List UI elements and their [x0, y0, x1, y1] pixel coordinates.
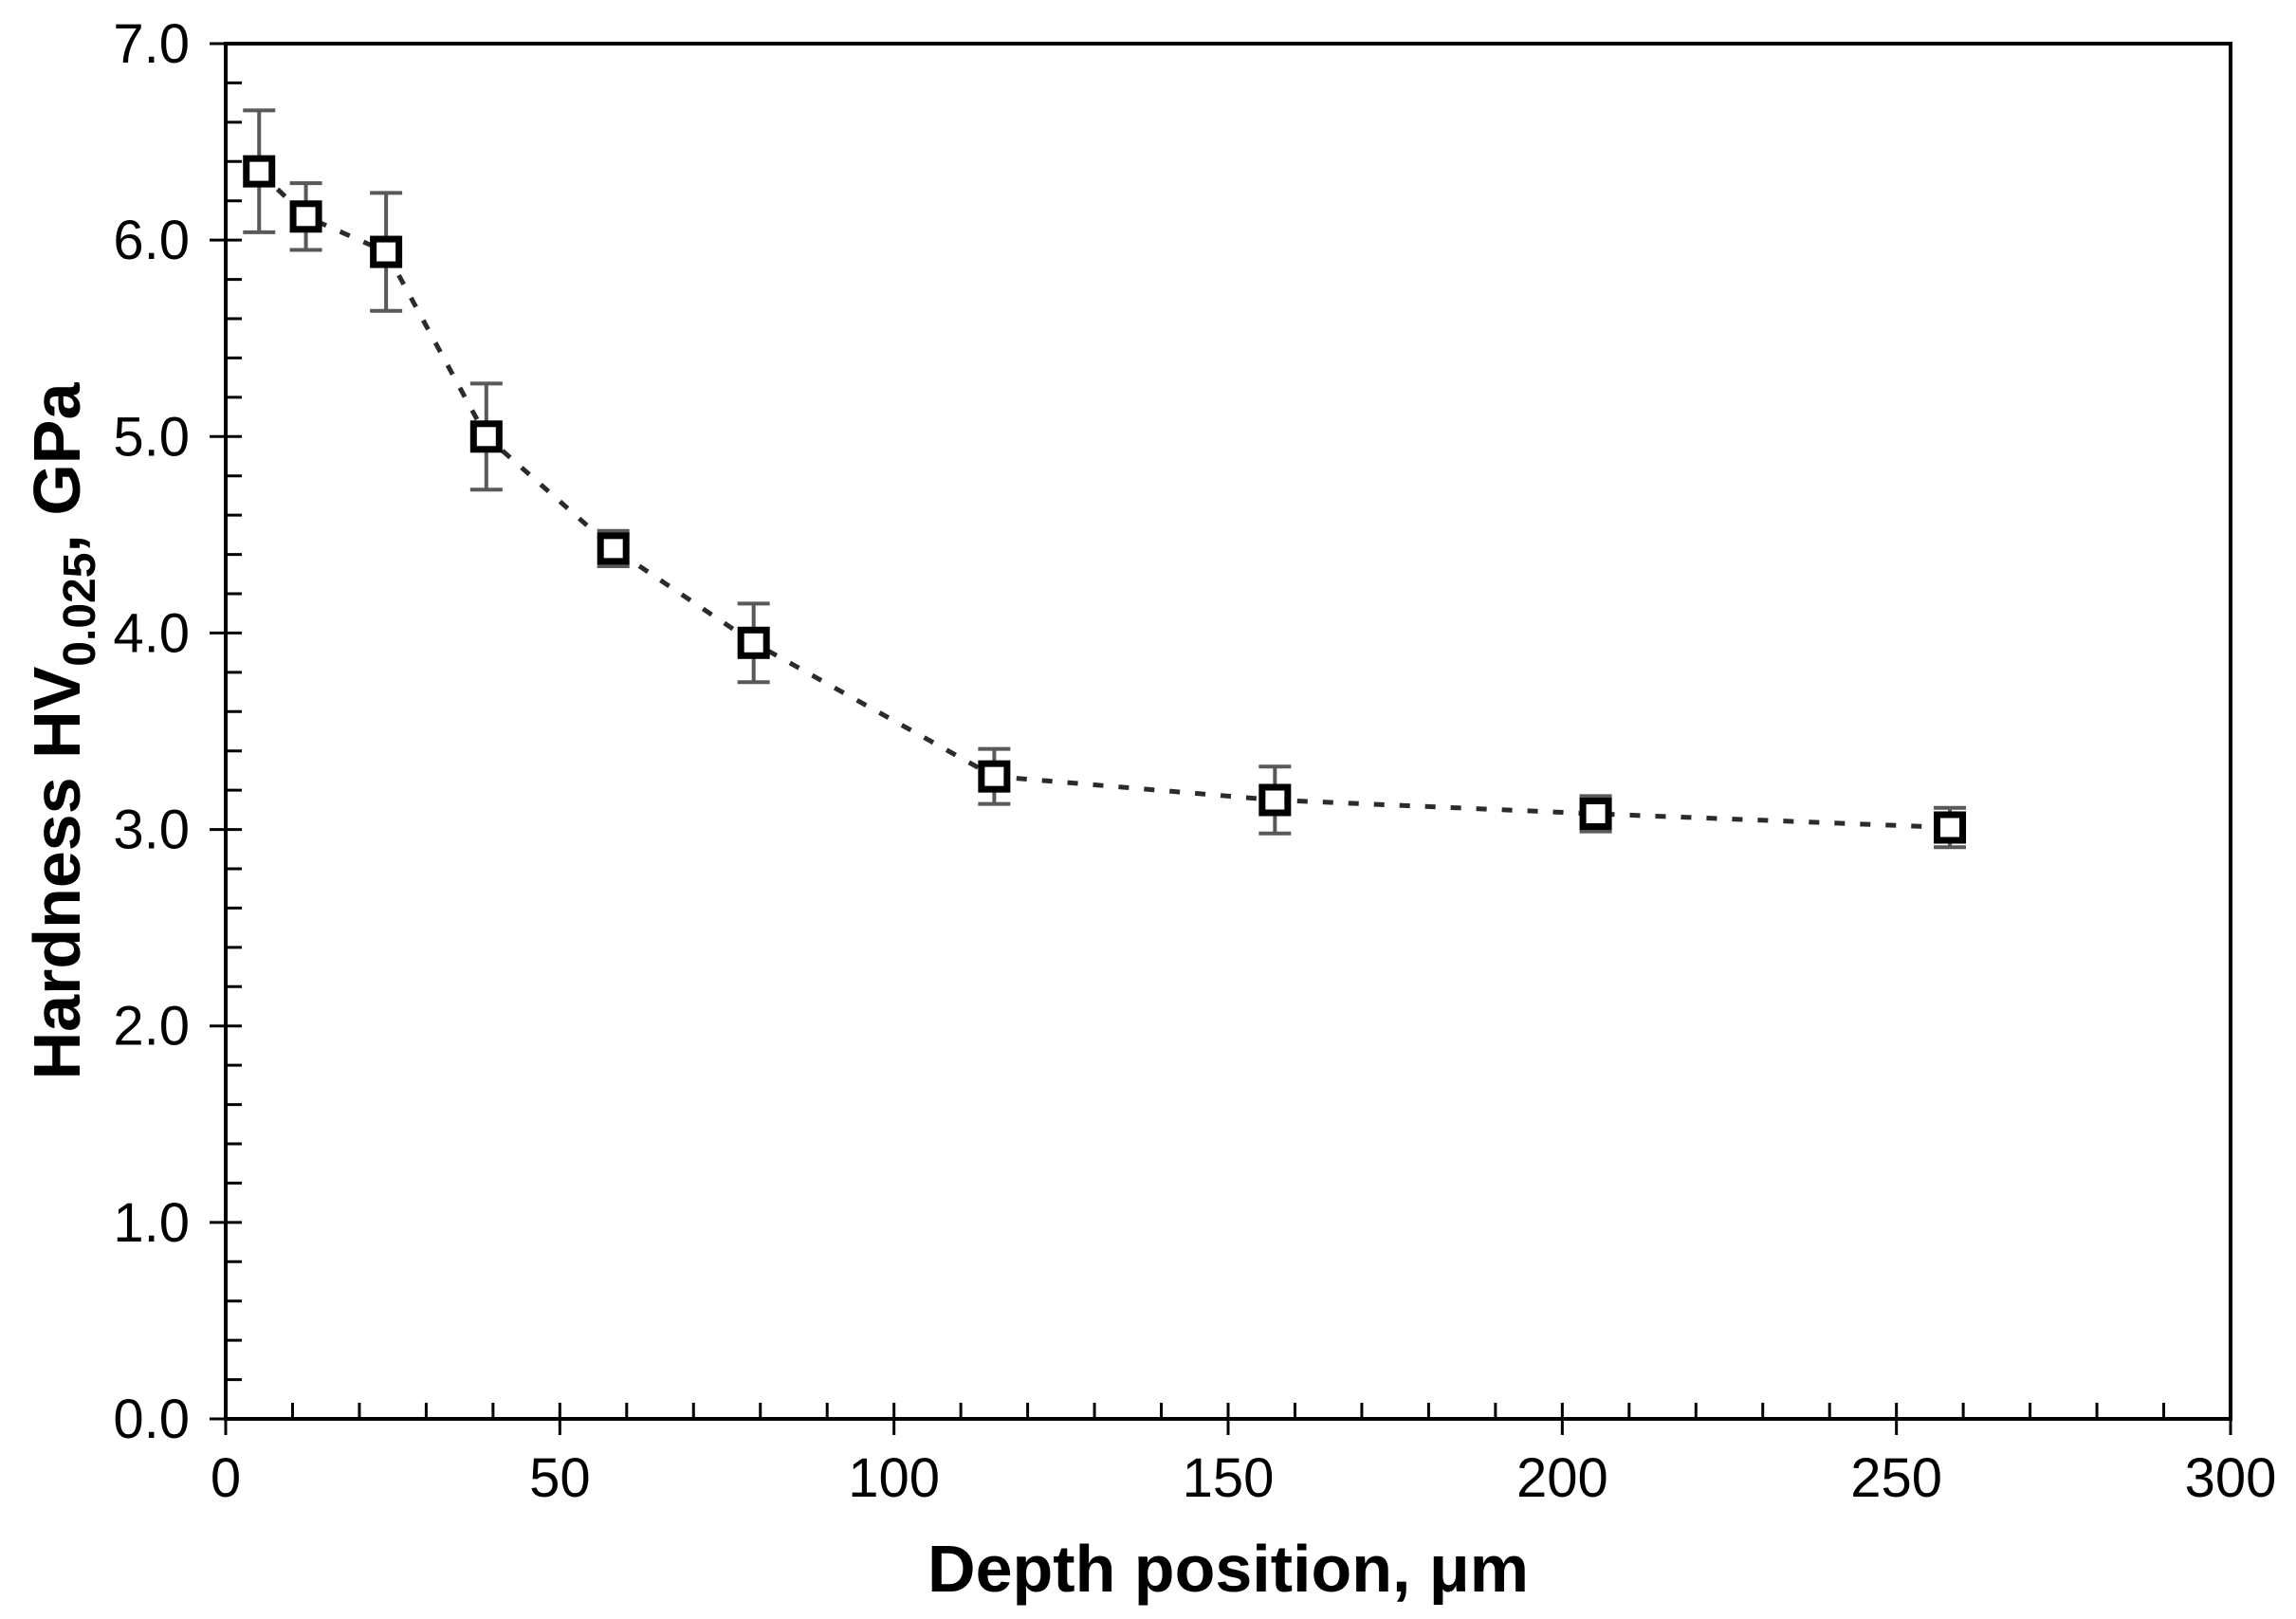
data-point-marker [243, 155, 276, 188]
data-point-marker [370, 235, 403, 268]
x-tick-label: 50 [529, 1447, 591, 1509]
y-axis-title-prefix: Hardness HV [20, 666, 94, 1079]
y-tick-label: 2.0 [113, 996, 190, 1058]
data-point-marker [597, 532, 630, 565]
data-point-marker [737, 626, 770, 659]
y-tick-label: 5.0 [113, 406, 190, 468]
axis-ticks-layer [210, 42, 2232, 1435]
y-axis-title: Hardness HV0.025, GPa [20, 382, 105, 1080]
x-tick-label: 100 [848, 1447, 940, 1509]
y-tick-label: 1.0 [113, 1192, 190, 1254]
x-tick-label: 300 [2185, 1447, 2277, 1509]
series-line [257, 169, 1951, 830]
data-point-marker [1258, 783, 1292, 817]
x-axis-title: Depth position, μm [928, 1532, 1529, 1606]
data-series-layer [243, 108, 1967, 850]
y-tick-label: 6.0 [113, 210, 190, 271]
y-tick-label: 0.0 [113, 1389, 190, 1450]
data-point-marker [1579, 798, 1612, 830]
data-point-marker [289, 200, 322, 233]
y-tick-label: 4.0 [113, 602, 190, 664]
plot-frame-layer [224, 42, 2232, 1421]
plot-frame [224, 42, 2232, 1421]
x-tick-label: 0 [211, 1447, 241, 1509]
data-point-marker [1934, 811, 1967, 844]
tick-labels-layer: 0 50 100 150 200 250 300 0.0 1.0 2.0 3.0 4.0 5.0 6.0 7… [113, 13, 2276, 1509]
y-axis-title-suffix: , GPa [20, 382, 94, 553]
data-point-marker [469, 420, 503, 453]
y-axis-title-subscript: 0.025 [55, 553, 105, 667]
y-tick-label: 7.0 [113, 13, 190, 75]
y-tick-label: 3.0 [113, 800, 190, 861]
x-tick-label: 250 [1850, 1447, 1942, 1509]
x-tick-label: 150 [1183, 1447, 1275, 1509]
data-point-marker [978, 760, 1011, 793]
x-tick-label: 200 [1516, 1447, 1608, 1509]
